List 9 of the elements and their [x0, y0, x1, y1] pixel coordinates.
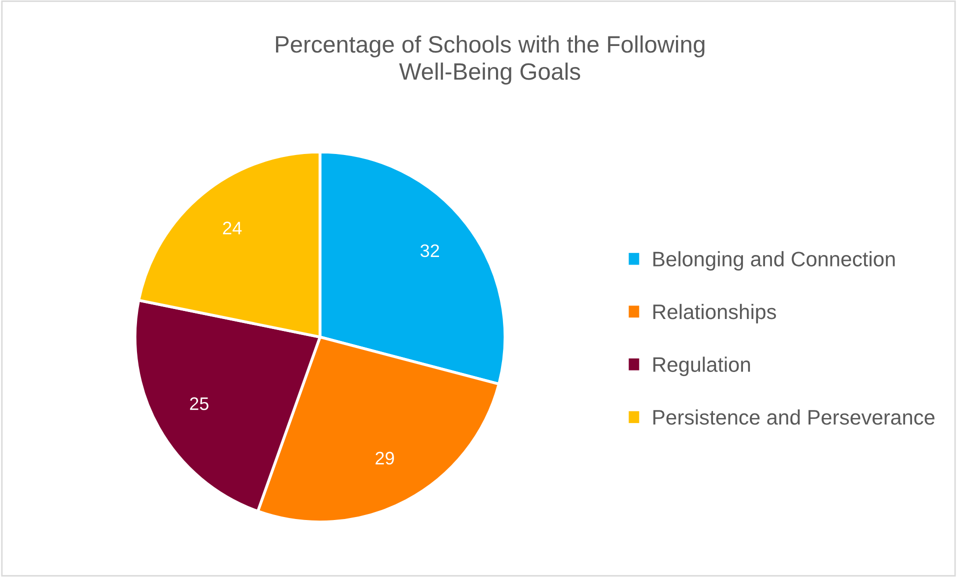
data-label: 25 — [190, 397, 208, 410]
legend-label: Belonging and Connection — [653, 251, 895, 271]
chart-title: Percentage of Schools with the Following Well-Being Goals — [276, 35, 704, 85]
legend-label: Persistence and Perseverance — [653, 409, 934, 425]
legend-label: Regulation — [653, 356, 750, 376]
legend-label: Relationships — [653, 304, 776, 324]
data-label: 24 — [223, 222, 242, 234]
data-label: 29 — [376, 452, 394, 465]
data-label: 32 — [420, 244, 440, 258]
